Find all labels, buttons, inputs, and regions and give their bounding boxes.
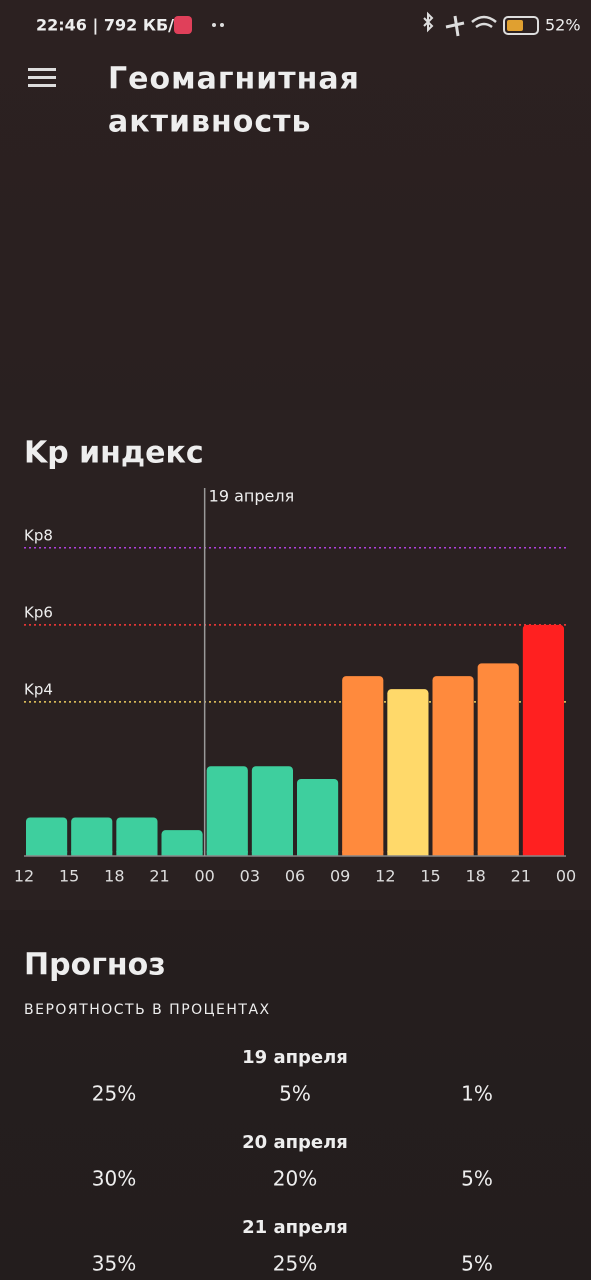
x-tick-label: 03 <box>240 867 260 886</box>
forecast-value: 25% <box>273 1252 317 1276</box>
bar-foot <box>297 851 339 856</box>
bar-foot <box>387 851 429 856</box>
reference-label: Kp4 <box>24 680 53 698</box>
status-text: 22:46 | 792 КБ/с <box>36 16 183 36</box>
dot <box>220 23 224 27</box>
bluetooth-icon <box>423 11 434 33</box>
forecast-date: 21 апреля <box>242 1217 348 1238</box>
dot <box>212 23 216 27</box>
bar <box>161 830 203 856</box>
forecast-value: 20% <box>273 1167 317 1191</box>
title: Геомагнитная <box>108 62 360 97</box>
x-tick-label: 06 <box>285 867 305 886</box>
x-tick-label: 15 <box>59 867 79 886</box>
bar-foot <box>432 851 474 856</box>
menu-line <box>28 68 56 71</box>
x-tick-label: 18 <box>104 867 124 886</box>
bar-foot <box>522 851 564 856</box>
forecast-date: 19 апреля <box>242 1047 348 1068</box>
forecast-value: 30% <box>92 1167 136 1191</box>
x-tick-label: 18 <box>465 867 485 886</box>
bar <box>26 817 68 856</box>
bar <box>116 817 158 856</box>
x-tick-label: 21 <box>511 867 531 886</box>
x-tick-label: 12 <box>375 867 395 886</box>
bar-foot <box>161 851 203 856</box>
title: активность <box>108 105 311 140</box>
bar <box>522 624 564 856</box>
battery-text: 52% <box>545 16 581 35</box>
airplane-icon <box>445 15 465 37</box>
forecast-value: 5% <box>461 1167 493 1191</box>
bar-foot <box>342 851 384 856</box>
x-tick-label: 15 <box>420 867 440 886</box>
bar-foot <box>477 851 519 856</box>
bar <box>387 689 429 856</box>
x-tick-label: 09 <box>330 867 350 886</box>
section-title: Прогноз <box>24 948 166 983</box>
bar <box>477 663 519 856</box>
section-title: Kp индекс <box>24 436 204 471</box>
bar <box>342 676 384 856</box>
forecast-value: 5% <box>279 1082 311 1106</box>
music-icon <box>174 16 192 34</box>
x-tick-label: 00 <box>556 867 576 886</box>
bar-foot <box>71 851 113 856</box>
menu-button[interactable] <box>28 68 56 87</box>
wifi-icon <box>471 15 497 29</box>
x-tick-label: 12 <box>14 867 34 886</box>
forecast-value: 5% <box>461 1252 493 1276</box>
bar <box>71 817 113 856</box>
battery-level <box>507 20 523 31</box>
bar-foot <box>26 851 68 856</box>
bar <box>206 766 248 856</box>
bar-foot <box>206 851 248 856</box>
subtitle: ВЕРОЯТНОСТЬ В ПРОЦЕНТАХ <box>24 1002 271 1018</box>
x-tick-label: 00 <box>194 867 214 886</box>
menu-line <box>28 84 56 87</box>
date-marker-label: 19 апреля <box>209 487 295 506</box>
reference-label: Kp6 <box>24 603 53 621</box>
forecast-value: 1% <box>461 1082 493 1106</box>
forecast-value: 25% <box>92 1082 136 1106</box>
bar-foot <box>116 851 158 856</box>
x-tick-label: 21 <box>149 867 169 886</box>
forecast-date: 20 апреля <box>242 1132 348 1153</box>
menu-line <box>28 76 56 79</box>
bar <box>297 778 339 856</box>
bar <box>251 766 293 856</box>
bar <box>432 676 474 856</box>
forecast-value: 35% <box>92 1252 136 1276</box>
battery-icon <box>503 16 539 35</box>
bar-foot <box>251 851 293 856</box>
reference-label: Kp8 <box>24 526 53 544</box>
